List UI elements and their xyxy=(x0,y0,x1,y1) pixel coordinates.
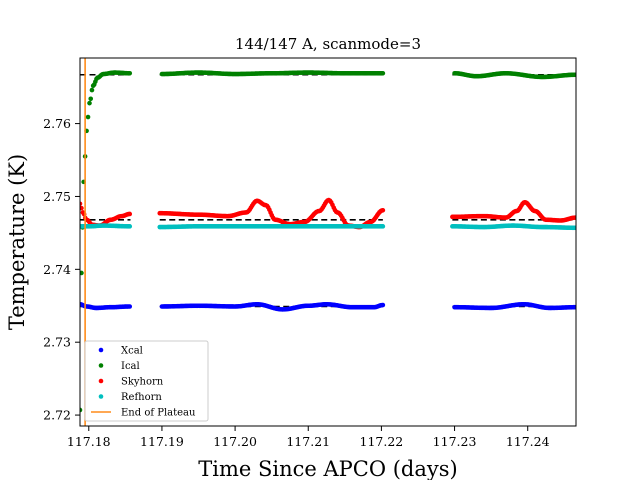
legend-item-ical: Ical xyxy=(98,361,140,372)
y-tick-label: 2.72 xyxy=(43,408,71,423)
refhorn-point xyxy=(573,225,576,231)
skyhorn-point xyxy=(80,201,83,207)
ical-point xyxy=(380,71,386,76)
y-tick-label: 2.74 xyxy=(43,262,71,277)
legend-item-xcal: Xcal xyxy=(98,346,143,357)
x-tick-label: 117.20 xyxy=(213,434,257,449)
ical-point xyxy=(573,72,576,78)
legend-label: Xcal xyxy=(121,346,143,357)
xcal-point xyxy=(127,304,133,309)
series-skyhorn xyxy=(80,197,576,230)
y-tick-label: 2.75 xyxy=(43,189,71,204)
series-layer xyxy=(80,70,576,413)
legend-label: Skyhorn xyxy=(121,377,164,388)
xcal-point xyxy=(573,304,576,310)
y-axis-title: Temperature (K) xyxy=(5,154,29,330)
legend-marker xyxy=(98,363,104,368)
series-ical xyxy=(80,70,576,413)
skyhorn-point xyxy=(573,215,576,220)
ical-point xyxy=(89,87,95,93)
x-axis-ticks: 117.18 117.19 117.20 117.21 117.22 117.23 117.… xyxy=(67,426,550,449)
legend-frame xyxy=(84,340,209,422)
legend-marker xyxy=(98,394,104,399)
legend-item-skyhorn: Skyhorn xyxy=(98,377,164,388)
x-axis-title: Time Since APCO (days) xyxy=(198,457,457,480)
legend-label: Refhorn xyxy=(121,392,162,403)
legend: Xcal Ical Skyhorn Refhorn End of Plateau xyxy=(84,340,209,422)
x-tick-label: 117.23 xyxy=(433,434,477,449)
x-tick-label: 117.22 xyxy=(360,434,404,449)
reference-lines xyxy=(80,73,576,308)
xcal-point xyxy=(380,302,386,308)
legend-label: Ical xyxy=(121,361,140,372)
x-tick-label: 117.18 xyxy=(67,434,111,449)
x-tick-label: 117.21 xyxy=(286,434,330,449)
legend-marker xyxy=(98,347,104,353)
skyhorn-point xyxy=(380,208,386,213)
y-axis-ticks: 2.72 2.73 2.74 2.75 2.76 xyxy=(43,116,80,423)
ical-point xyxy=(127,71,133,76)
y-tick-label: 2.76 xyxy=(43,116,71,131)
plot-frame xyxy=(79,57,577,427)
refhorn-point xyxy=(127,224,133,229)
skyhorn-point xyxy=(127,211,133,217)
legend-marker xyxy=(98,378,104,384)
ical-point xyxy=(85,114,91,120)
x-tick-label: 117.19 xyxy=(140,434,184,449)
series-refhorn xyxy=(80,223,576,231)
skyhorn-point xyxy=(80,205,84,211)
ical-point xyxy=(80,407,83,413)
ical-point xyxy=(88,96,94,102)
y-tick-label: 2.73 xyxy=(43,335,71,350)
refhorn-point xyxy=(380,224,386,229)
legend-label: End of Plateau xyxy=(121,408,196,419)
legend-item-end-of-plateau: End of Plateau xyxy=(91,408,196,419)
series-xcal xyxy=(80,302,576,312)
ical-point xyxy=(87,100,92,106)
legend-item-refhorn: Refhorn xyxy=(98,392,162,403)
chart-title: 144/147 A, scanmode=3 xyxy=(235,35,421,53)
ical-point xyxy=(80,270,84,276)
x-tick-label: 117.24 xyxy=(506,434,550,449)
